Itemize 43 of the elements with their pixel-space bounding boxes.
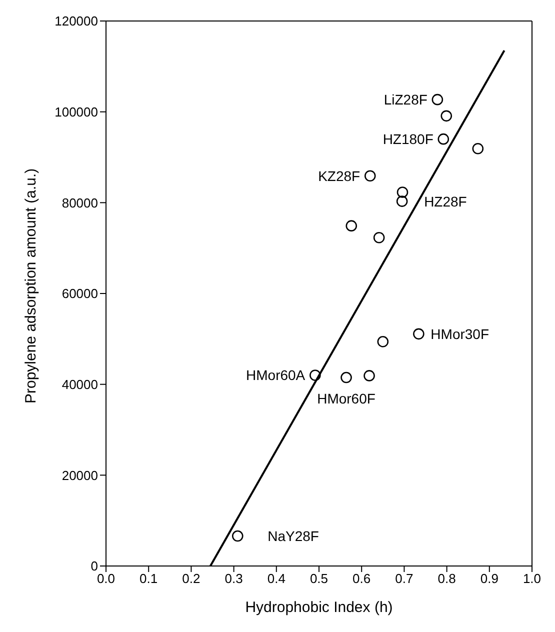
- point: [377, 336, 389, 348]
- y-tick-label: 0: [90, 558, 98, 574]
- x-tick-label: 0.0: [96, 571, 116, 586]
- point: [413, 328, 424, 340]
- point: [364, 370, 375, 382]
- x-tick-label: 0.6: [352, 571, 371, 586]
- x-tick-label: 0.3: [224, 571, 243, 586]
- point: [396, 196, 408, 207]
- annotation: HMor60A: [246, 367, 306, 384]
- y-tick-label: 100000: [54, 104, 98, 120]
- annotation: HMor30F: [430, 326, 490, 342]
- x-tick-label: 0.8: [438, 571, 456, 586]
- annotation: NaY28F: [268, 528, 319, 544]
- x-tick-label: 0.4: [267, 571, 286, 586]
- annotation: HZ28F: [424, 193, 467, 210]
- y-axis-title: Propylene adsorption amount (a.u.): [22, 168, 40, 404]
- y-tick-label: 60000: [62, 286, 98, 302]
- point: [310, 370, 321, 381]
- point: [364, 170, 376, 182]
- point: [373, 232, 385, 244]
- point: [232, 530, 244, 542]
- annotation: KZ28F: [318, 168, 360, 184]
- y-tick-label: 20000: [62, 468, 98, 483]
- point: [396, 186, 408, 198]
- point: [472, 142, 484, 154]
- point: [440, 110, 452, 122]
- point: [340, 372, 352, 384]
- x-tick-label: 0.2: [182, 571, 200, 586]
- x-axis-title: Hydrophobic Index (h): [245, 599, 393, 616]
- annotation: HMor60F: [317, 390, 376, 406]
- x-tick-label: 0.9: [480, 571, 498, 586]
- annotation: LiZ28F: [384, 92, 428, 108]
- y-tick-label: 40000: [62, 376, 98, 392]
- point: [438, 133, 450, 145]
- annotation: HZ180F: [382, 131, 434, 148]
- y-tick-label: 80000: [62, 195, 98, 210]
- x-tick-label: 0.1: [140, 571, 158, 586]
- point: [346, 220, 358, 232]
- y-tick-label: 120000: [54, 14, 98, 29]
- point: [432, 94, 444, 106]
- x-tick-label: 1.0: [522, 571, 542, 586]
- x-tick-label: 0.5: [310, 571, 328, 586]
- x-tick-label: 0.7: [395, 571, 414, 586]
